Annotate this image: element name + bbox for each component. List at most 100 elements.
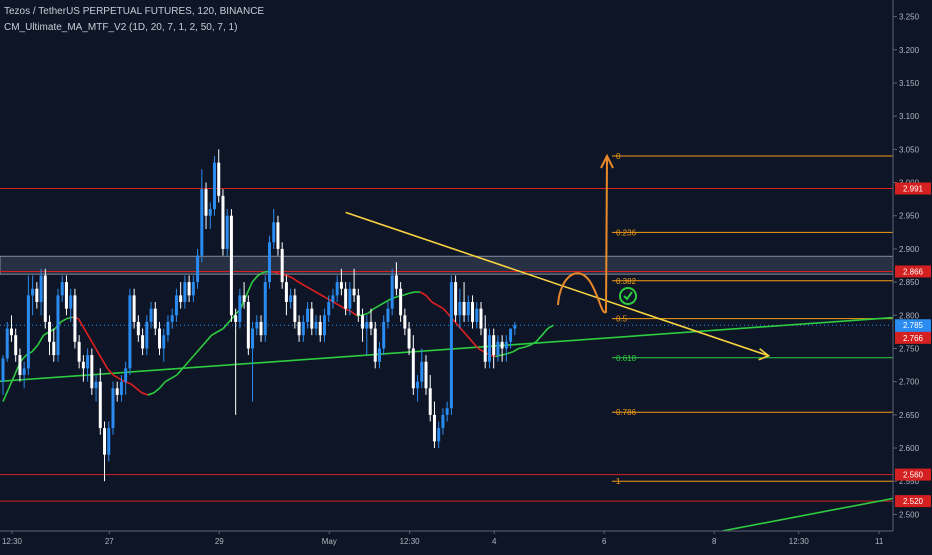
candle: [132, 288, 136, 329]
y-tick-label: 3.200: [899, 46, 920, 55]
candle: [471, 295, 475, 329]
candle: [411, 335, 415, 395]
candle: [56, 288, 60, 362]
candle-body: [466, 302, 470, 316]
candle: [314, 315, 318, 336]
trendline: [721, 497, 893, 531]
candle-body: [200, 189, 204, 256]
moving-average-segment: [402, 292, 409, 297]
moving-average-segment: [292, 277, 300, 283]
candle-body: [162, 335, 166, 349]
candle: [73, 288, 77, 349]
moving-average-segment: [106, 367, 114, 376]
candle: [115, 381, 119, 402]
candle: [297, 315, 301, 342]
y-tick-label: 2.500: [899, 510, 920, 519]
moving-average-segment: [275, 271, 282, 275]
y-tick-label: 2.700: [899, 378, 920, 387]
candle: [166, 315, 170, 342]
candle-body: [335, 282, 339, 296]
trendline: [345, 211, 769, 357]
candle: [170, 308, 174, 329]
candle-body: [64, 282, 68, 309]
candle-body: [14, 335, 18, 356]
candle: [382, 315, 386, 356]
candle-body: [153, 308, 157, 329]
y-tick-label: 2.800: [899, 311, 920, 320]
candle: [416, 375, 420, 402]
candle: [60, 275, 64, 303]
candle-body: [462, 302, 466, 316]
fib-level-label: 1: [616, 477, 621, 486]
candle-body: [306, 308, 310, 322]
indicator-legend[interactable]: CM_Ultimate_MA_MTF_V2 (1D, 20, 7, 1, 2, …: [4, 22, 238, 33]
moving-average-segment: [535, 334, 543, 343]
moving-average-segment: [176, 367, 184, 376]
x-tick-label: May: [322, 537, 337, 546]
candle: [225, 209, 229, 256]
candle-body: [128, 295, 132, 369]
candle-body: [297, 321, 301, 336]
candle: [466, 295, 470, 322]
candle-body: [352, 288, 356, 296]
moving-average-segment: [60, 317, 68, 323]
candle-body: [276, 222, 280, 249]
candle: [191, 275, 195, 303]
candle-body: [492, 335, 496, 356]
candle-body: [136, 321, 140, 336]
candle-body: [1, 358, 5, 382]
candle-body: [386, 308, 390, 322]
candle-body: [441, 414, 445, 429]
candle-body: [251, 328, 255, 349]
y-tick-label: 2.650: [899, 411, 920, 420]
candle: [242, 282, 246, 309]
candle-body: [56, 295, 60, 356]
candle-body: [179, 295, 183, 303]
moving-average-segment: [147, 392, 154, 396]
candle: [377, 341, 381, 369]
candle-body: [255, 321, 259, 329]
resistance-price-tag: 2.520: [903, 497, 924, 506]
fib-level-label: 0.236: [616, 228, 637, 237]
candle: [1, 355, 5, 395]
candle: [420, 348, 424, 389]
moving-average-segment: [37, 334, 45, 346]
moving-average-segment: [170, 374, 178, 380]
moving-average-segment: [350, 310, 357, 316]
moving-average-segment: [257, 271, 265, 277]
candle: [22, 361, 26, 389]
moving-average-segment: [303, 284, 311, 290]
candle: [64, 275, 68, 316]
moving-average-segment: [141, 392, 149, 396]
candle: [5, 321, 9, 362]
candle: [454, 275, 458, 322]
candle: [217, 149, 221, 203]
candle: [276, 215, 280, 256]
candle-body: [437, 428, 441, 442]
candle-body: [213, 162, 216, 210]
candle-body: [5, 328, 9, 359]
plot-layer: 0 0.236 0.382 0.5 0.618 0.786 1: [0, 149, 893, 531]
x-tick-label: 11: [875, 537, 884, 546]
candle-body: [238, 295, 242, 322]
candle: [149, 302, 153, 329]
moving-average-segment: [66, 316, 73, 320]
check-badge: [619, 287, 637, 305]
moving-average-segment: [321, 294, 328, 300]
forecast-path: [557, 157, 608, 314]
x-tick-label: 12:30: [2, 537, 23, 546]
x-tick-label: 8: [712, 537, 717, 546]
candle: [462, 282, 466, 322]
ma-price-tag: 2.766: [903, 334, 924, 343]
moving-average-segment: [512, 347, 520, 353]
candle-body: [111, 388, 115, 429]
candle-body: [500, 341, 504, 349]
candle: [293, 288, 297, 329]
candle-body: [420, 361, 424, 382]
resistance-price-tag-bg: [895, 468, 931, 481]
candle: [306, 302, 310, 329]
moving-average-segment: [182, 361, 190, 369]
candle: [136, 315, 140, 342]
